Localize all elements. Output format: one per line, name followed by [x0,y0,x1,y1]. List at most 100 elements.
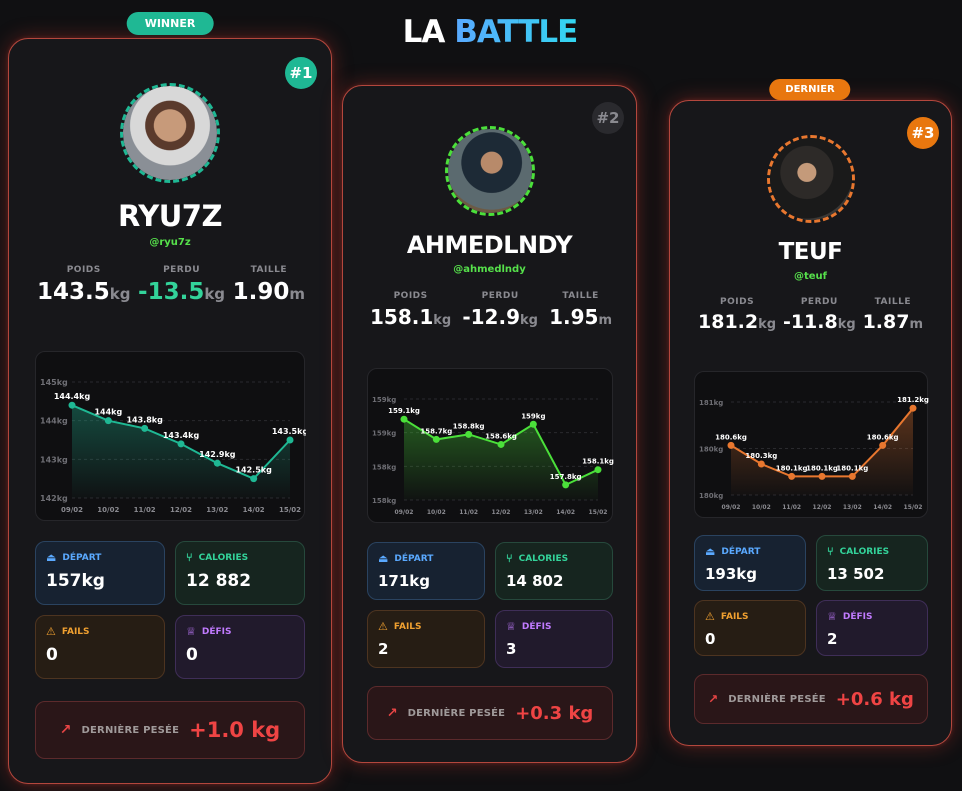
x-tick-label: 14/02 [873,504,892,511]
utensils-icon: ⑂ [506,552,513,565]
trend-up-icon: ↗ [708,692,719,706]
stat-value: -13.5kg [138,279,226,305]
x-tick-label: 11/02 [459,509,478,516]
avatar[interactable] [444,126,535,216]
trend-up-icon: ↗ [59,722,72,738]
data-point [529,420,537,428]
tile-value: 2 [827,630,838,648]
player-handle[interactable]: @teuf [793,271,828,282]
warning-icon: ⚠ [378,620,388,633]
tile-label: FAILS [61,626,90,637]
stat-label: PERDU [163,265,201,275]
data-point [879,441,887,449]
x-tick-label: 15/02 [904,504,923,511]
avatar[interactable] [766,135,855,223]
tile-label: FAILS [393,621,422,632]
stat-perdu: PERDU -13.5kg [138,265,225,305]
utensils-icon: ⑂ [186,551,193,564]
weight-chart: 159kg 159kg 158kg 158kg 09/02 10/02 11/02 12/02… [367,368,614,523]
last-weigh-banner: ↗ DERNIÈRE PESÉE +0.3 kg [367,686,613,740]
player-card-3[interactable]: #3 TEUF @teuf POIDS 181.2kg PERDU -11.8k… [669,100,952,746]
rank-badge: #3 [907,117,939,149]
tile-defis: ♕ DÉFIS 3 [495,610,613,668]
tile-label: DÉFIS [521,621,552,632]
stat-taille: TAILLE 1.95m [549,291,612,329]
title-accent: BATTLE [454,14,578,50]
x-tick-label: 12/02 [813,504,832,511]
tile-label: DÉPART [721,546,761,557]
data-point [213,459,221,467]
weight-chart: 181kg 180kg 180kg 09/02 10/02 11/02 12/02 13/02… [694,371,929,518]
x-tick-label: 13/02 [843,504,862,511]
last-weigh-value: +0.3 kg [515,702,594,724]
tile-value: 2 [378,640,389,658]
data-label: 143.8kg [126,415,163,424]
player-handle[interactable]: @ryu7z [149,237,191,248]
data-label: 180.6kg [867,433,899,441]
tile-calories: ⑂ CALORIES 12 882 [175,541,305,605]
weight-chart-svg: 145kg 144kg 143kg 142kg 09/02 10/02 11/02 12/02… [40,378,306,514]
data-label: 159kg [521,412,545,420]
data-point [465,430,473,438]
x-tick-label: 15/02 [279,506,301,514]
tile-depart: ⏏ DÉPART 157kg [35,541,165,605]
avatar[interactable] [120,83,220,183]
tile-value: 3 [506,640,517,658]
weight-icon: ⏏ [378,552,389,565]
warning-icon: ⚠ [46,625,56,638]
player-card-2[interactable]: #2 AHMEDLNDY @ahmedlndy POIDS 158.1kg PE… [342,85,637,763]
tile-defis: ♕ DÉFIS 0 [175,615,305,679]
data-point [848,472,856,480]
trophy-icon: ♕ [186,625,196,638]
tile-label: DÉPART [394,553,434,564]
trend-up-icon: ↗ [386,705,398,721]
data-label: 158.7kg [420,427,452,435]
data-point [400,415,408,423]
stat-value: -12.9kg [462,305,538,329]
player-handle[interactable]: @ahmedlndy [453,264,526,275]
last-weigh-label: DERNIÈRE PESÉE [407,707,506,719]
x-tick-label: 10/02 [97,506,119,514]
data-label: 180.1kg [776,464,808,472]
x-tick-label: 11/02 [134,506,156,514]
tile-value: 14 802 [506,572,564,590]
data-label: 158.6kg [485,432,517,440]
y-tick-label: 143kg [40,455,68,464]
tile-value: 193kg [705,565,758,583]
stat-poids: POIDS 158.1kg [370,291,451,329]
data-label: 180.6kg [715,433,747,441]
y-tick-label: 142kg [40,494,68,503]
y-tick-label: 180kg [699,492,723,500]
tile-value: 171kg [378,572,431,590]
player-card-1[interactable]: #1 RYU7Z @ryu7z POIDS 143.5kg PERDU -13.… [8,38,332,784]
stats-row: POIDS 158.1kg PERDU -12.9kg TAILLE 1.95m [370,291,612,329]
x-tick-label: 09/02 [395,509,414,516]
weight-icon: ⏏ [46,551,57,564]
tile-label: CALORIES [198,552,249,563]
tile-label: CALORIES [518,553,569,564]
y-tick-label: 180kg [699,446,723,454]
data-point [818,472,826,480]
tile-fails: ⚠ FAILS 0 [694,600,806,656]
tile-fails: ⚠ FAILS 0 [35,615,165,679]
data-label: 144kg [94,408,122,417]
stat-label: POIDS [66,265,101,275]
data-point [432,435,440,443]
tile-calories: ⑂ CALORIES 14 802 [495,542,613,600]
last-weigh-label: DERNIÈRE PESÉE [728,693,826,705]
data-point [727,441,735,449]
data-label: 158.8kg [453,422,485,430]
stat-value: 1.87m [862,311,923,333]
data-point [141,424,149,432]
data-point [562,481,570,489]
x-tick-label: 09/02 [61,506,83,514]
last-weigh-banner: ↗ DERNIÈRE PESÉE +0.6 kg [694,674,928,724]
player-name: RYU7Z [118,199,223,233]
data-point [788,472,796,480]
x-tick-label: 14/02 [556,509,575,516]
series-area [731,408,913,495]
data-label: 157.8kg [550,473,582,481]
stat-poids: POIDS 181.2kg [698,297,776,333]
rank-badge: #2 [592,102,624,134]
tile-value: 12 882 [186,571,252,591]
